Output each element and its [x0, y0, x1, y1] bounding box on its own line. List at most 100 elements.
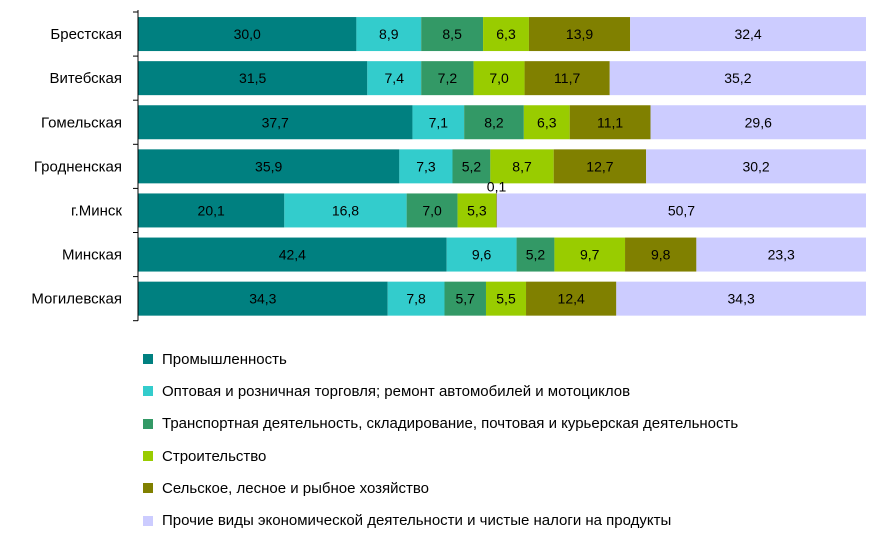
data-label: 35,9 [255, 158, 282, 174]
data-label: 34,3 [728, 291, 755, 307]
data-label: 8,9 [379, 26, 399, 42]
legend-item: Промышленность [143, 343, 738, 375]
data-label: 20,1 [198, 202, 225, 218]
data-label: 5,5 [496, 291, 516, 307]
bar-segment [490, 149, 554, 184]
legend-swatch [143, 483, 153, 494]
data-label: 7,4 [385, 70, 405, 86]
data-label: 5,2 [462, 158, 482, 174]
data-label: 50,7 [668, 202, 695, 218]
legend: Промышленность Оптовая и розничная торгов… [143, 343, 738, 537]
category-label: г.Минск [71, 202, 122, 219]
legend-item: Строительство [143, 440, 738, 472]
data-label: 7,1 [429, 114, 449, 130]
category-label: Гомельская [41, 114, 122, 131]
data-label: 34,3 [249, 291, 276, 307]
bar-segment [367, 61, 422, 96]
data-label: 35,2 [724, 70, 751, 86]
data-label: 13,9 [566, 26, 593, 42]
bar-segment [526, 281, 617, 316]
data-label: 12,7 [586, 158, 613, 174]
legend-swatch [143, 515, 153, 526]
legend-swatch [143, 418, 153, 429]
bar-segment [625, 237, 697, 272]
category-label: Брестская [50, 26, 122, 43]
bar-segment [528, 17, 631, 52]
bar-segment [284, 193, 407, 228]
bar-segment [412, 105, 465, 140]
data-label: 6,3 [496, 26, 516, 42]
data-label: 7,0 [489, 70, 509, 86]
data-label: 9,7 [580, 247, 600, 263]
legend-label: Оптовая и розничная торговля; ремонт авт… [162, 382, 631, 400]
bar-segment [138, 281, 388, 316]
data-label: 30,2 [742, 158, 769, 174]
bar-segment [616, 281, 866, 316]
legend-label: Сельское, лесное и рыбное хозяйство [162, 479, 430, 497]
bar-segment [356, 17, 422, 52]
data-label: 31,5 [239, 70, 266, 86]
data-label: 9,6 [472, 247, 492, 263]
category-label: Витебская [49, 70, 122, 87]
legend-item: Транспортная деятельность, складирование… [143, 408, 738, 440]
bar-segment [452, 149, 491, 184]
bar-segment [138, 17, 357, 52]
bar-segment [496, 193, 866, 228]
stacked-bar-chart: 30,0 8,9 8,5 6,3 13,9 32,4 31,5 7,4 7,2 7,0 11,7 35… [31, 10, 866, 322]
legend-swatch [143, 451, 153, 462]
bar-segment [646, 149, 866, 184]
data-label: 30,0 [234, 26, 261, 42]
data-label: 11,7 [554, 70, 580, 86]
bar-segment [138, 149, 400, 184]
bar-segment [523, 105, 570, 140]
data-label: 9,8 [651, 247, 671, 263]
bar-segment [485, 281, 527, 316]
data-label: 16,8 [332, 202, 359, 218]
bar-segment [444, 281, 486, 316]
legend-label: Транспортная деятельность, складирование… [162, 415, 739, 433]
bar-segment [483, 17, 529, 52]
bar-segment [473, 61, 525, 96]
data-label: 23,3 [768, 247, 795, 263]
data-label: 0,1 [487, 178, 507, 194]
bar-segment [138, 237, 447, 272]
legend-swatch [143, 386, 153, 397]
bar-segment [524, 61, 610, 96]
bar-segment [650, 105, 866, 140]
bar-segment [387, 281, 445, 316]
data-label: 11,1 [597, 114, 623, 130]
bar-segment [421, 17, 484, 52]
legend-item: Прочие виды экономической деятельности и… [143, 504, 738, 536]
bar-segment [553, 149, 647, 184]
data-label: 7,8 [406, 291, 426, 307]
bar-segment [421, 61, 474, 96]
data-label: 5,2 [526, 247, 546, 263]
category-label: Минская [62, 247, 122, 264]
bars-layer [138, 17, 866, 316]
bar-segment [464, 105, 524, 140]
data-label: 8,5 [442, 26, 462, 42]
bar-segment [406, 193, 458, 228]
data-label: 7,2 [438, 70, 458, 86]
bar-segment [496, 193, 497, 228]
category-label: Могилевская [31, 291, 122, 308]
bar-segment [457, 193, 497, 228]
data-label: 37,7 [262, 114, 289, 130]
data-label: 12,4 [558, 291, 585, 307]
data-label: 8,7 [512, 158, 532, 174]
data-label: 5,3 [467, 202, 487, 218]
data-label: 42,4 [279, 247, 306, 263]
data-label: 7,3 [416, 158, 436, 174]
data-labels-layer: 30,0 8,9 8,5 6,3 13,9 32,4 31,5 7,4 7,2 7,0 11,7 35… [198, 26, 795, 307]
bar-segment [696, 237, 866, 272]
data-label: 29,6 [745, 114, 772, 130]
bar-segment [446, 237, 517, 272]
legend-label: Строительство [162, 447, 267, 465]
legend-label: Прочие виды экономической деятельности и… [162, 512, 672, 530]
data-label: 5,7 [456, 291, 476, 307]
bar-segment [138, 61, 368, 96]
bar-segment [569, 105, 651, 140]
bar-segment [138, 193, 285, 228]
legend-item: Оптовая и розничная торговля; ремонт авт… [143, 375, 738, 407]
bar-segment [138, 105, 413, 140]
